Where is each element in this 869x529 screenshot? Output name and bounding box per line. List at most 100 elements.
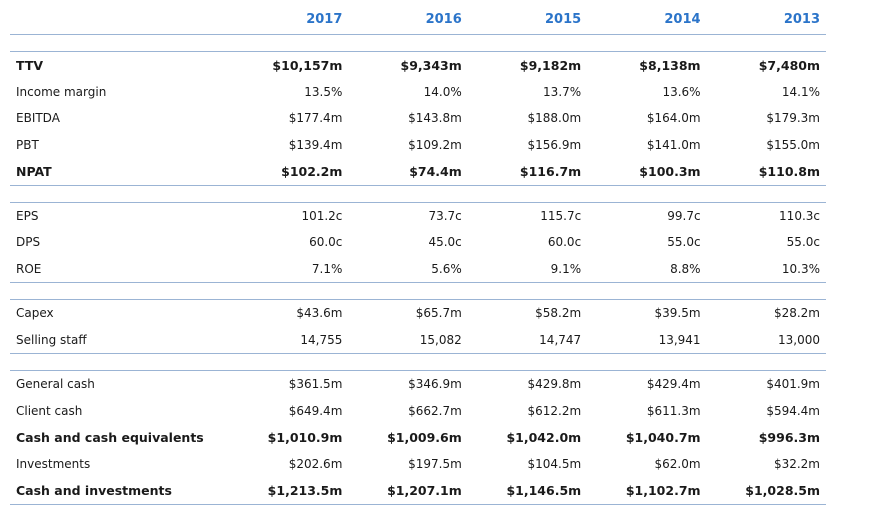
spacer-cell [468,283,587,300]
spacer-cell [229,185,348,202]
spacer-cell [587,354,706,371]
value-cell: 55.0c [786,235,820,250]
financial-summary-table: 2017 2016 2015 2014 2013 TTV $10,157m $9,3… [10,4,826,505]
value-cell: $1,102.7m [587,477,707,505]
value-cell: $1,207.1m [348,477,468,505]
value-cell: $612.2m [527,403,582,418]
spacer-cell [348,354,467,371]
table-row: EPS 101.2c 73.7c 115.7c 99.7c 110.3c [10,201,826,229]
value-cell: 110.3c [706,201,826,229]
row-label: DPS [16,235,41,250]
spacer-cell [229,35,348,52]
value-cell: $58.2m [467,299,588,327]
value-cell: $116.7m [467,158,588,186]
spacer-cell [707,185,826,202]
year-header: 2013 [706,4,826,35]
section-spacer [10,354,826,371]
value-cell: $361.5m [229,370,349,398]
value-cell: 8.8% [587,255,707,283]
value-cell: 14,747 [467,326,588,354]
row-label: PBT [16,137,39,152]
spacer-cell [587,35,706,52]
value-cell: $43.6m [229,299,349,327]
year-header: 2015 [467,4,588,35]
year-header: 2014 [587,4,707,35]
value-cell: 101.2c [229,201,349,229]
table-row: Selling staff 14,755 15,082 14,747 13,941 13,… [10,326,826,354]
value-cell: $1,009.6m [387,429,462,445]
header-blank [10,4,229,35]
row-label: Capex [10,299,229,327]
value-cell: 115.7c [467,201,588,229]
value-cell: $74.4m [348,158,468,186]
table-row: EBITDA $177.4m $143.8m $188.0m $164.0m $179.3… [10,105,826,132]
section-spacer [10,185,826,202]
value-cell: $649.4m [288,403,343,418]
value-cell: $401.9m [706,370,826,398]
row-label: General cash [10,370,229,398]
value-cell: 13.7% [543,84,582,99]
value-cell: $156.9m [527,137,582,152]
value-cell: $10,157m [229,51,349,79]
row-label: Investments [16,456,91,471]
value-cell: $8,138m [587,51,707,79]
spacer-cell [468,354,587,371]
value-cell: 14,755 [229,326,349,354]
value-cell: $1,042.0m [506,429,582,445]
spacer-cell [348,35,467,52]
table-row: Cash and investments $1,213.5m $1,207.1m $1… [10,477,826,505]
row-label: ROE [10,255,229,283]
value-cell: $9,182m [467,51,588,79]
value-cell: $164.0m [646,111,701,126]
spacer-cell [229,283,348,300]
spacer-cell [10,35,229,52]
row-label: Client cash [16,403,83,418]
table-row: General cash $361.5m $346.9m $429.8m $429.4m… [10,370,826,398]
value-cell: $65.7m [348,299,468,327]
row-label: NPAT [10,158,229,186]
value-cell: $9,343m [348,51,468,79]
value-cell: 7.1% [229,255,349,283]
value-cell: $155.0m [766,137,820,152]
value-cell: $62.0m [654,456,701,471]
value-cell: $32.2m [773,456,820,471]
row-label: Income margin [16,84,107,99]
row-label: Cash and investments [10,477,229,505]
value-cell: $177.4m [288,111,343,126]
spacer-cell [10,185,229,202]
value-cell: 9.1% [467,255,588,283]
value-cell: 13.6% [662,84,701,99]
value-cell: $1,028.5m [706,477,826,505]
year-header: 2016 [348,4,468,35]
value-cell: $100.3m [587,158,707,186]
row-label: EBITDA [16,111,60,126]
value-cell: $662.7m [408,403,462,418]
value-cell: 13,000 [706,326,826,354]
value-cell: 99.7c [587,201,707,229]
value-cell: 60.0c [547,235,582,250]
value-cell: $346.9m [348,370,468,398]
table-body: TTV $10,157m $9,343m $9,182m $8,138m $7,480m I… [10,35,826,505]
value-cell: 13.5% [304,84,343,99]
value-cell: $143.8m [408,111,462,126]
spacer-cell [587,283,706,300]
section-spacer [10,283,826,300]
spacer-cell [707,283,826,300]
value-cell: 14.1% [781,84,820,99]
value-cell: $102.2m [229,158,349,186]
value-cell: $429.4m [587,370,707,398]
value-cell: $1,010.9m [267,429,343,445]
spacer-cell [10,354,229,371]
value-cell: $104.5m [527,456,582,471]
row-label: Selling staff [10,326,229,354]
value-cell: $429.8m [467,370,588,398]
table-row: PBT $139.4m $109.2m $156.9m $141.0m $155.0m [10,132,826,159]
section-spacer [10,35,826,52]
value-cell: $39.5m [587,299,707,327]
spacer-cell [468,185,587,202]
value-cell: 73.7c [348,201,468,229]
table-row: Capex $43.6m $65.7m $58.2m $39.5m $28.2m [10,299,826,327]
value-cell: $109.2m [408,137,462,152]
value-cell: $1,040.7m [625,429,701,445]
